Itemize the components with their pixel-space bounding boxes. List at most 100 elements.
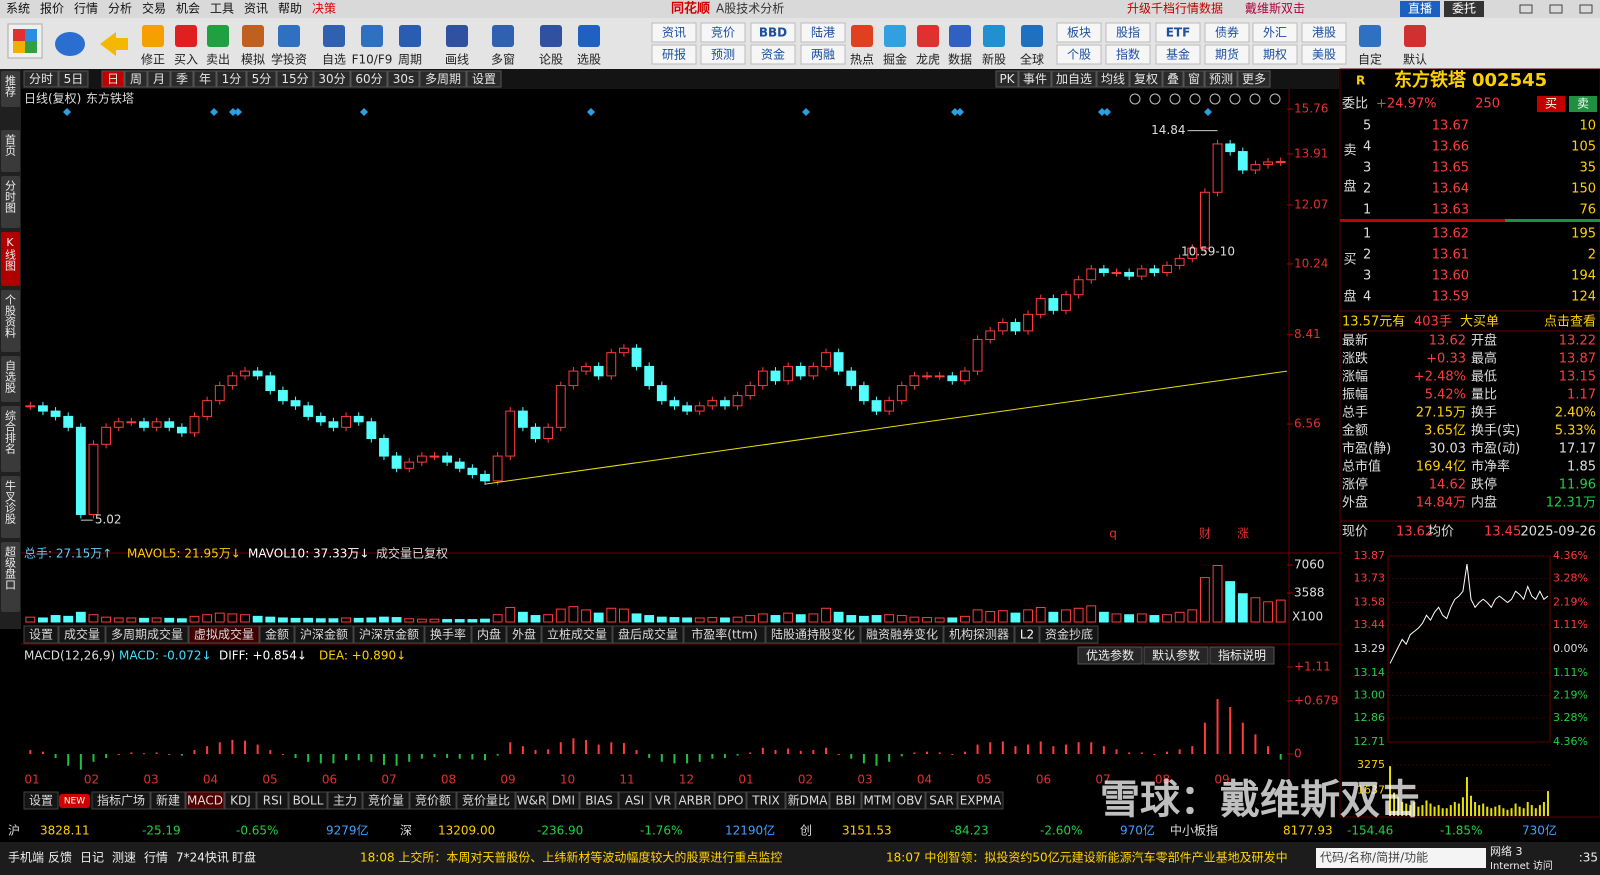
period-label[interactable]: 设置 <box>472 72 496 86</box>
chart-tool-label[interactable]: 预测 <box>1209 72 1233 86</box>
chart-tool-label[interactable]: 加自选 <box>1056 72 1092 86</box>
menu-item[interactable]: 机会 <box>176 2 200 16</box>
indicator-tab-label[interactable]: 沪深金额 <box>300 627 348 642</box>
period-label[interactable]: 60分 <box>355 72 382 86</box>
period-label[interactable]: 1分 <box>222 72 242 86</box>
indicator-tab-label[interactable]: 虚拟成交量 <box>194 627 254 642</box>
top-link[interactable]: 升级千档行情数据 <box>1127 1 1223 16</box>
bottom-tab-label[interactable]: 设置 <box>29 794 53 808</box>
menu-item[interactable]: 系统 <box>6 2 30 16</box>
bottom-tab-label[interactable]: KDJ <box>230 794 251 808</box>
ticker-link[interactable]: 7*24快讯 <box>176 851 229 865</box>
indicator-tab-label[interactable]: 机构探测器 <box>949 627 1009 642</box>
bottom-tab-label[interactable]: EXPMA <box>960 794 1002 808</box>
period-label[interactable]: 30s <box>393 72 415 86</box>
toolbar-grid-label[interactable]: 期货 <box>1215 47 1239 62</box>
toolbar-button[interactable]: 学投资 <box>271 52 307 67</box>
bottom-tab-label[interactable]: RSI <box>263 794 283 808</box>
indicator-button-label[interactable]: 默认参数 <box>1152 648 1200 663</box>
bottom-tab-label[interactable]: MTM <box>863 794 891 808</box>
ticker-link[interactable]: 反馈 <box>48 851 72 865</box>
indicator-tab-label[interactable]: 市盈率(ttm) <box>691 627 757 642</box>
buy-button-label[interactable]: 买 <box>1545 97 1557 111</box>
toolbar-grid-label[interactable]: 板块 <box>1067 26 1091 40</box>
bottom-tab-label[interactable]: OBV <box>897 794 923 808</box>
chart-tool-label[interactable]: 复权 <box>1134 72 1158 86</box>
bottom-tab-label[interactable]: 竞价量比 <box>462 794 510 808</box>
ticker-link[interactable]: 手机端 <box>8 851 44 865</box>
chart-tool-label[interactable]: 叠 <box>1167 72 1179 86</box>
toolbar-grid-label[interactable]: 竞价 <box>711 26 735 40</box>
indicator-tab-label[interactable]: 内盘 <box>477 627 501 642</box>
toolbar-button[interactable]: 模拟 <box>241 53 265 67</box>
toolbar-grid-label[interactable]: 外汇 <box>1263 26 1287 40</box>
sell-button-label[interactable]: 卖 <box>1577 97 1589 111</box>
toolbar-button[interactable]: 多窗 <box>491 53 515 67</box>
ticker-link[interactable]: 日记 <box>80 851 104 865</box>
indicator-tab-label[interactable]: 多周期成交量 <box>111 627 183 642</box>
bottom-tab-label[interactable]: TRIX <box>751 794 779 808</box>
menu-item[interactable]: 分析 <box>108 2 132 16</box>
search-box[interactable] <box>1316 848 1486 868</box>
chart-tool-label[interactable]: 均线 <box>1101 72 1125 86</box>
toolbar-button[interactable]: 全球 <box>1020 52 1044 67</box>
chart-tool-label[interactable]: PK <box>999 72 1015 86</box>
toolbar-button[interactable]: 修正 <box>141 52 165 67</box>
bottom-tab-label[interactable]: BIAS <box>585 794 613 808</box>
toolbar-button[interactable]: 卖出 <box>206 53 230 67</box>
indicator-button-label[interactable]: 优选参数 <box>1086 648 1134 663</box>
bottom-tab-label[interactable]: 指标广场 <box>97 793 145 808</box>
ticker-link[interactable]: 测速 <box>112 851 136 865</box>
period-label[interactable]: 年 <box>199 72 211 86</box>
bottom-tab-label[interactable]: ASI <box>625 794 644 808</box>
toolbar-grid-label[interactable]: 指数 <box>1116 47 1140 62</box>
top-link[interactable]: 戴维斯双击 <box>1245 1 1305 16</box>
sell-button[interactable] <box>1569 96 1597 112</box>
toolbar-grid-label[interactable]: 陆港 <box>811 25 835 40</box>
toolbar-button[interactable]: F10/F9 <box>352 53 393 67</box>
ticker-link[interactable]: 盯盘 <box>232 850 256 865</box>
toolbar-grid-label[interactable]: 资金 <box>761 47 785 62</box>
toolbar-button[interactable]: 选股 <box>577 53 601 67</box>
indicator-tab-label[interactable]: 陆股通持股变化 <box>771 627 855 642</box>
toolbar-button[interactable]: 数据 <box>948 52 972 67</box>
toolbar-button[interactable]: 默认 <box>1403 52 1427 67</box>
toolbar-grid-label[interactable]: 美股 <box>1312 48 1336 62</box>
toolbar-button[interactable]: 买入 <box>174 53 198 67</box>
bottom-tab-label[interactable]: BBI <box>835 794 855 808</box>
toolbar-grid-label[interactable]: 基金 <box>1166 47 1190 62</box>
menu-item[interactable]: 资讯 <box>244 2 268 16</box>
toolbar-grid-label[interactable]: 股指 <box>1116 25 1140 40</box>
ticker-link[interactable]: 行情 <box>144 851 168 865</box>
chart-tool-label[interactable]: 事件 <box>1023 72 1047 86</box>
menu-item[interactable]: 报价 <box>40 1 64 16</box>
menu-item[interactable]: 帮助 <box>278 2 302 16</box>
toolbar-button[interactable]: 掘金 <box>883 52 907 67</box>
toolbar-grid-label[interactable]: 港股 <box>1312 26 1336 40</box>
toolbar-grid-label[interactable]: ETF <box>1166 26 1191 40</box>
sidebar-label[interactable]: 超级盘口 <box>4 545 17 590</box>
indicator-button-label[interactable]: 指标说明 <box>1218 648 1266 663</box>
toolbar-grid-label[interactable]: 两融 <box>811 48 835 62</box>
indicator-tab-label[interactable]: 盘后成交量 <box>618 627 678 642</box>
sidebar-label[interactable]: K线图 <box>4 236 17 272</box>
menu-item[interactable]: 行情 <box>74 2 98 16</box>
indicator-tab-label[interactable]: L2 <box>1020 628 1034 642</box>
bottom-tab-label[interactable]: MACD <box>187 794 223 808</box>
menu-item[interactable]: 交易 <box>142 1 166 16</box>
sidebar-label[interactable]: 综合排名 <box>4 409 17 454</box>
menu-item[interactable]: 工具 <box>210 2 234 16</box>
period-label[interactable]: 5日 <box>64 72 84 86</box>
toolbar-grid-label[interactable]: 资讯 <box>662 26 686 40</box>
bottom-tab-label[interactable]: 新DMA <box>788 793 829 808</box>
bottom-tab-label[interactable]: W&R <box>517 794 547 808</box>
toolbar-button[interactable]: 自定 <box>1358 52 1382 67</box>
toolbar-grid-label[interactable]: BBD <box>759 26 787 40</box>
indicator-tab-label[interactable]: 外盘 <box>512 627 536 642</box>
toolbar-button[interactable]: 论股 <box>539 53 563 67</box>
sidebar-label[interactable]: 个股资料 <box>4 294 17 339</box>
bottom-tab-label[interactable]: VR <box>655 794 672 808</box>
live-button-label[interactable]: 直播 <box>1408 2 1432 16</box>
indicator-tab-label[interactable]: 立桩成交量 <box>547 627 607 642</box>
toolbar-button[interactable]: 自选 <box>322 53 346 67</box>
